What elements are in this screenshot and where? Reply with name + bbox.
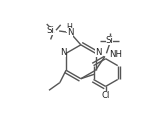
Text: N: N: [67, 28, 73, 37]
Text: N: N: [96, 48, 102, 57]
Text: Si: Si: [106, 37, 113, 46]
Text: Si: Si: [47, 26, 54, 35]
Text: Cl: Cl: [101, 91, 110, 100]
Text: NH: NH: [110, 50, 123, 59]
Text: H: H: [66, 23, 72, 32]
Text: N: N: [60, 48, 66, 57]
